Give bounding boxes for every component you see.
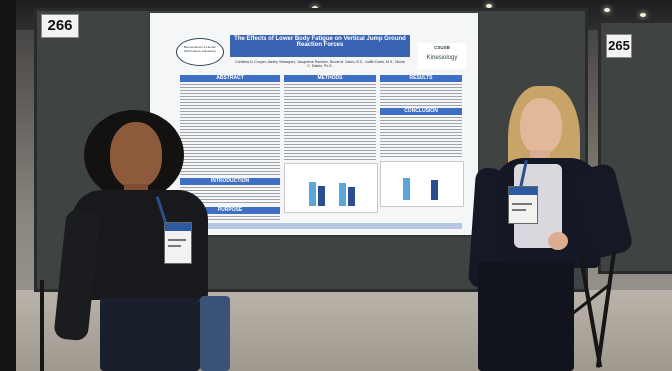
lab-logo-text: Biomechanics & Human Performance Laborat… [183, 45, 217, 53]
booth-number-left: 266 [41, 14, 79, 38]
dark-pants [478, 262, 574, 371]
badge-header [165, 223, 191, 231]
results-bar-chart [380, 161, 464, 207]
lab-logo: Biomechanics & Human Performance Laborat… [176, 38, 224, 66]
ceiling-light [486, 4, 492, 8]
purpose-text [180, 216, 280, 222]
name-badge [508, 186, 538, 224]
poster-title-bar [230, 35, 410, 57]
bystander-jeans [200, 296, 230, 371]
ceiling-light [640, 13, 646, 17]
poster-authors: Christina N. Cooper, Ashley Velasquez, J… [235, 60, 405, 68]
university-logo-dept: Kinesiology [426, 55, 458, 61]
photo-edge [0, 0, 16, 371]
badge-header [509, 187, 537, 195]
chart-bar [339, 183, 346, 206]
results-text [380, 84, 462, 106]
easel-leg [40, 280, 44, 371]
badge-line [512, 203, 532, 205]
section-purpose: PURPOSE [180, 207, 280, 214]
face [520, 98, 562, 154]
methods-text [284, 84, 376, 160]
section-methods: METHODS [284, 75, 376, 82]
university-logo-name: CSUSB [434, 45, 450, 50]
chart-bar [431, 180, 438, 200]
section-introduction: INTRODUCTION [180, 178, 280, 185]
research-poster: Biomechanics & Human Performance Laborat… [150, 13, 478, 235]
chart-bar [403, 178, 410, 200]
dark-pants [100, 298, 200, 371]
section-results: RESULTS [380, 75, 462, 82]
face [110, 122, 162, 188]
hand [548, 232, 568, 250]
badge-line [168, 239, 187, 241]
name-badge [164, 222, 192, 264]
badge-line [512, 209, 526, 211]
section-conclusion: CONCLUSION [380, 108, 462, 115]
section-abstract: ABSTRACT [180, 75, 280, 82]
conclusion-text [380, 117, 462, 157]
badge-line [168, 245, 181, 247]
university-logo: CSUSB Kinesiology [418, 43, 466, 69]
methods-bar-chart [284, 163, 378, 213]
chart-bar [309, 182, 316, 206]
chart-bar [318, 186, 325, 206]
ceiling-light [604, 8, 610, 12]
poster-footer [166, 223, 462, 229]
abstract-text [180, 84, 280, 176]
introduction-text [180, 187, 280, 205]
poster-title: The Effects of Lower Body Fatigue on Ver… [234, 36, 406, 48]
chart-bar [348, 187, 355, 206]
booth-number-right: 265 [606, 34, 632, 58]
